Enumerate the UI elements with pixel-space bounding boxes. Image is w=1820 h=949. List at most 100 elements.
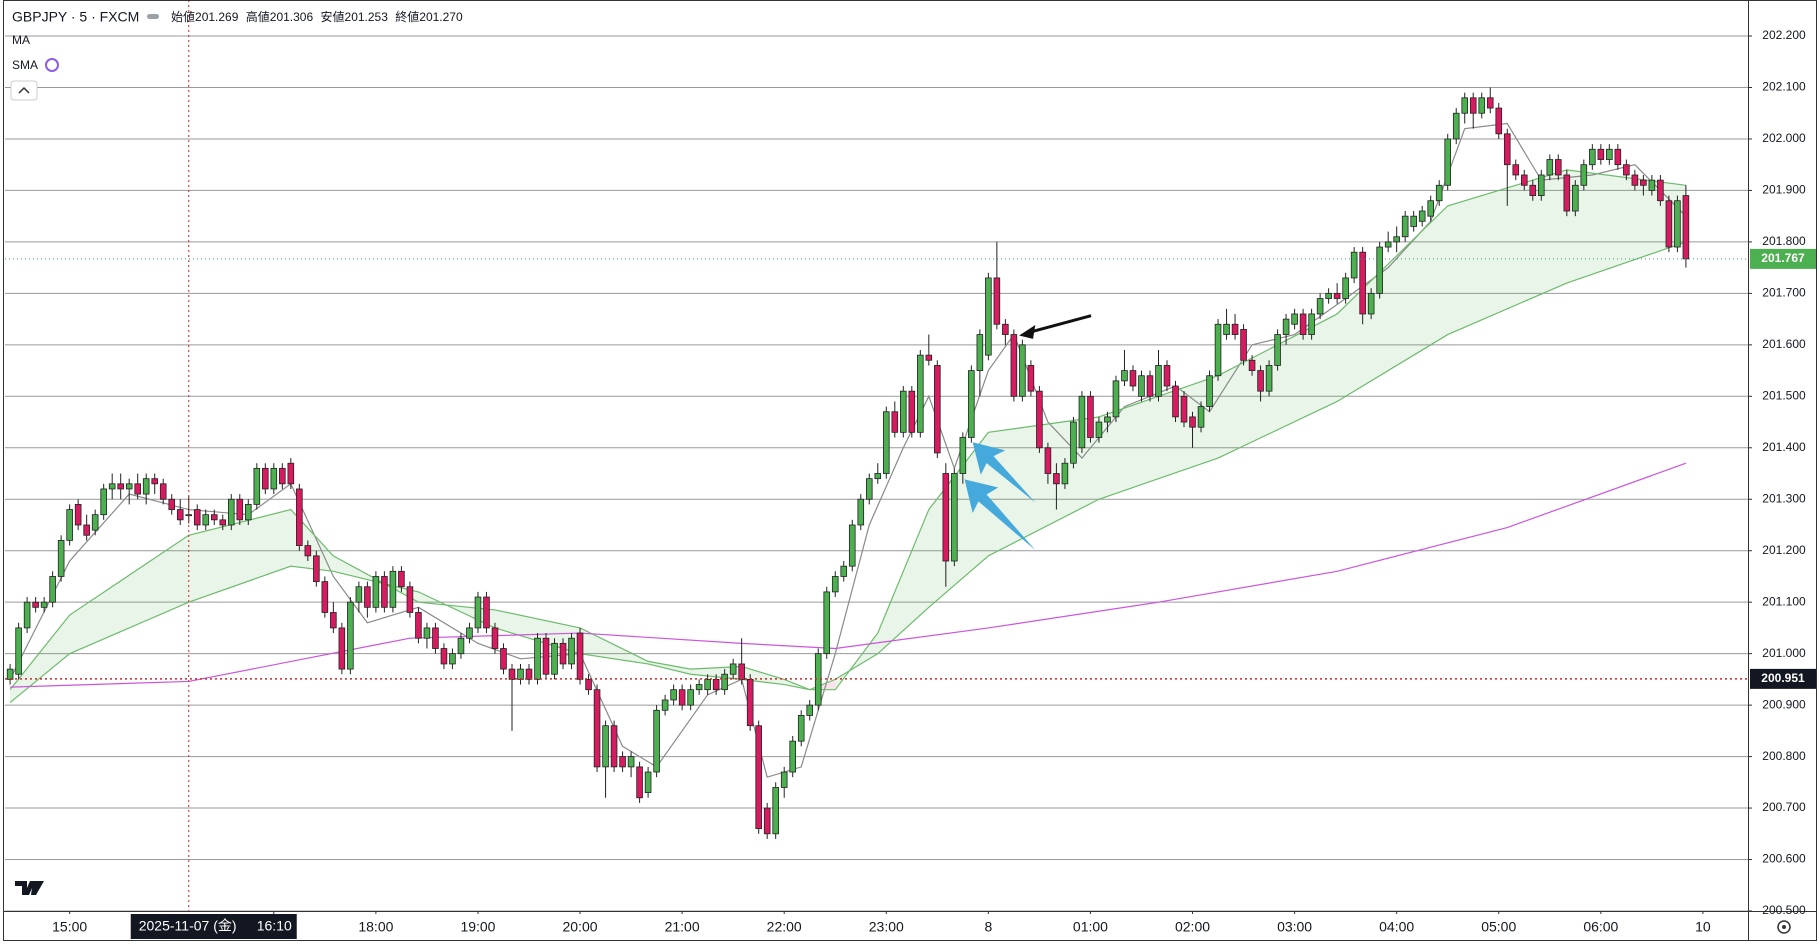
- candle-body: [1350, 251, 1358, 279]
- candle-body: [398, 570, 405, 588]
- candle-body: [1503, 133, 1511, 166]
- ma-band: [648, 661, 691, 675]
- candle-body: [108, 483, 116, 490]
- candle-body: [823, 591, 831, 655]
- candle-body: [1376, 246, 1383, 294]
- candle-body: [1486, 97, 1494, 109]
- candle-body: [57, 540, 65, 577]
- candle-body: [882, 411, 890, 474]
- candle-body: [857, 498, 865, 526]
- annotations: [964, 314, 1092, 551]
- y-tick-label: 202.000: [1762, 131, 1806, 145]
- candle-body: [296, 488, 303, 546]
- candle-body: [976, 334, 984, 371]
- candle-body: [168, 498, 176, 510]
- ohlc-legend: 始値201.269 高値201.306 安値201.253 終値201.270: [171, 9, 463, 24]
- candle-layer: [6, 87, 1690, 839]
- candle-body: [1053, 473, 1060, 485]
- y-tick-label: 202.200: [1762, 28, 1806, 42]
- candle-body: [1070, 421, 1077, 464]
- candle-body: [253, 467, 261, 505]
- y-tick-label: 200.700: [1762, 800, 1806, 814]
- candle-body: [74, 503, 82, 526]
- candle-body: [491, 627, 499, 649]
- candle-body: [942, 473, 950, 562]
- ohlc-value: 201.270: [419, 10, 463, 24]
- candle-body: [125, 483, 133, 490]
- crosshair-price-box: [1750, 668, 1816, 689]
- candle-body: [729, 663, 737, 675]
- collapse-button[interactable]: [10, 80, 38, 101]
- candle-body: [91, 514, 99, 531]
- candle-body: [1010, 334, 1018, 397]
- candle-body: [1444, 138, 1452, 186]
- candle-body: [985, 277, 992, 356]
- y-tick-label: 200.600: [1762, 852, 1806, 866]
- x-tick-label: 22:00: [767, 919, 802, 935]
- candle-body: [1631, 174, 1639, 186]
- candle-body: [159, 483, 167, 500]
- candle-body: [1401, 215, 1409, 238]
- candle-body: [1342, 277, 1349, 299]
- candle-body: [848, 524, 856, 567]
- y-tick-label: 201.900: [1762, 183, 1806, 197]
- overlay-layer: [5, 0, 1748, 911]
- candle-body: [372, 576, 380, 608]
- band-layer: [10, 169, 1686, 703]
- candle-body: [1614, 148, 1622, 166]
- candle-body: [568, 637, 575, 665]
- candle-body: [117, 483, 124, 490]
- settings-icon[interactable]: [1777, 920, 1791, 934]
- candle-body: [542, 637, 550, 675]
- ma-line: [9, 169, 1686, 691]
- candle-body: [636, 766, 643, 799]
- candle-body: [500, 648, 507, 670]
- candle-body: [330, 612, 337, 629]
- ohlc-label: 高値: [246, 9, 270, 24]
- status-icon: [147, 14, 159, 19]
- candle-body: [32, 601, 39, 608]
- ma-band: [1566, 169, 1686, 284]
- ohlc-value: 201.253: [345, 10, 389, 24]
- candle-body: [1104, 416, 1111, 423]
- candle-body: [653, 709, 660, 773]
- ma-band: [69, 535, 189, 654]
- candle-body: [1248, 359, 1256, 371]
- candle-body: [576, 632, 584, 680]
- ma-band: [1218, 313, 1338, 459]
- candle-body: [1529, 184, 1537, 196]
- axis-layer: 200.500 200.600 200.700 200.800 200.900 201.0…: [52, 28, 1816, 939]
- candle-body: [525, 668, 533, 680]
- candle-body: [959, 437, 967, 474]
- candle-body: [1180, 395, 1188, 423]
- indicator-icon[interactable]: [45, 58, 59, 72]
- candle-body: [1061, 462, 1069, 485]
- indicator-label[interactable]: SMA: [12, 58, 38, 72]
- candle-body: [1274, 334, 1281, 366]
- crosshair-time-box: [130, 914, 297, 939]
- y-tick-label: 201.200: [1762, 543, 1806, 557]
- candle-body: [1359, 251, 1366, 315]
- candle-body: [704, 678, 711, 691]
- candle-body: [517, 668, 524, 680]
- indicator-label[interactable]: MA: [12, 33, 30, 47]
- candle-body: [219, 519, 227, 526]
- candle-body: [1546, 159, 1554, 176]
- candle-body: [1657, 179, 1664, 202]
- candle-body: [900, 390, 907, 433]
- candle-body: [176, 509, 184, 521]
- y-tick-label: 201.700: [1762, 286, 1806, 300]
- ma-band: [1098, 375, 1219, 500]
- collapse-icon: [18, 86, 30, 94]
- candle-body: [1036, 390, 1043, 449]
- candle-body: [466, 627, 473, 639]
- x-tick-label: 18:00: [358, 919, 393, 935]
- candle-body: [891, 411, 899, 433]
- candle-body: [840, 565, 848, 577]
- candle-body: [661, 699, 669, 711]
- candle-body: [1019, 344, 1026, 397]
- candle-body: [1427, 200, 1434, 217]
- frame: [3, 0, 1817, 941]
- candle-body: [755, 725, 762, 830]
